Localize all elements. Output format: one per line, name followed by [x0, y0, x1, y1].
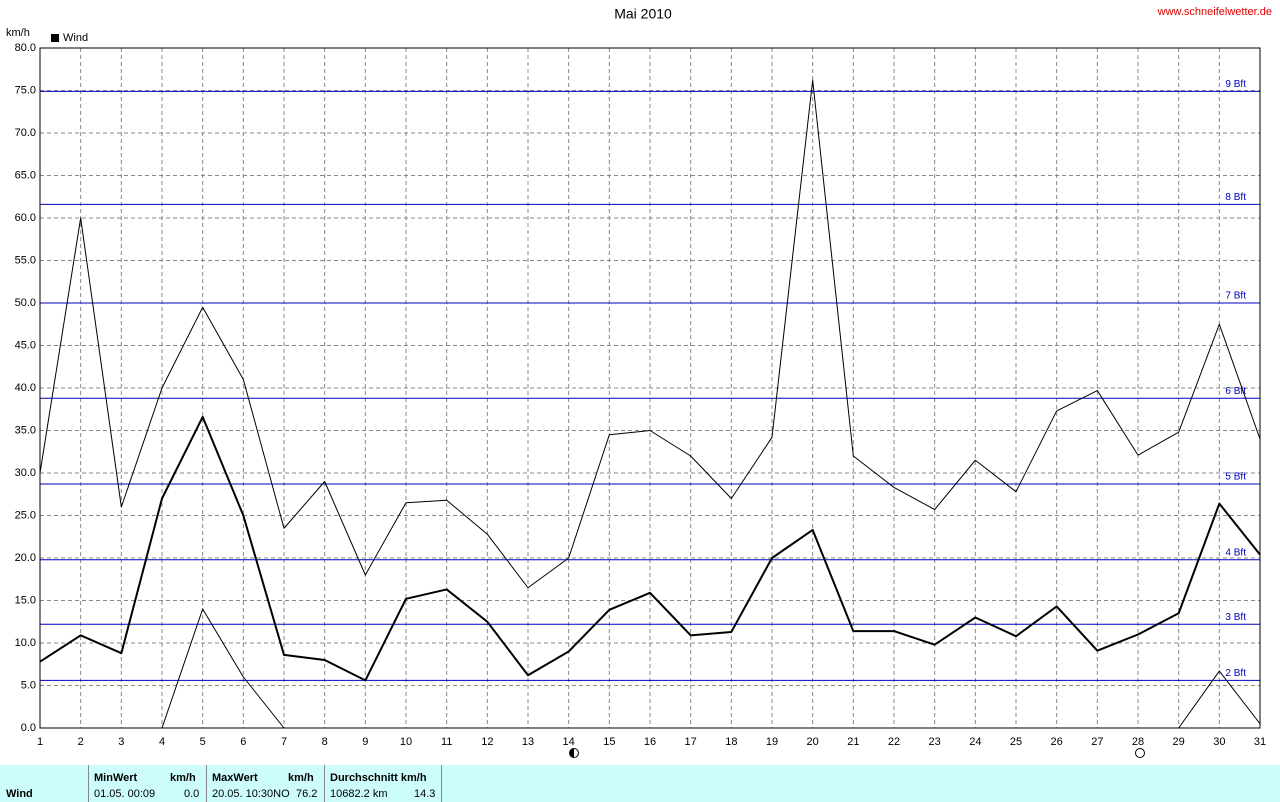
chart-title: Mai 2010	[614, 6, 672, 22]
reference-label: 6 Bft	[1225, 386, 1246, 397]
separator	[324, 765, 325, 802]
y-tick-label: 30.0	[15, 467, 36, 479]
time: 01.05. 00:09	[94, 788, 156, 800]
x-tick-label: 24	[969, 736, 981, 748]
moon-full	[1135, 748, 1145, 758]
row-label: Wind	[6, 788, 33, 800]
y-tick-label: 80.0	[15, 42, 36, 54]
x-tick-label: 14	[563, 736, 575, 748]
distance: 10682.2 km	[330, 788, 388, 800]
moon-half-fill	[569, 748, 574, 758]
x-tick-label: 1	[37, 736, 43, 748]
value: 14.3	[414, 788, 436, 800]
y-tick-label: 5.0	[21, 679, 36, 691]
x-tick-label: 5	[200, 736, 206, 748]
x-tick-label: 10	[400, 736, 412, 748]
x-tick-label: 3	[118, 736, 124, 748]
y-tick-label: 70.0	[15, 127, 36, 139]
reference-label: 3 Bft	[1225, 612, 1246, 623]
x-tick-label: 25	[1010, 736, 1022, 748]
y-tick-label: 15.0	[15, 594, 36, 606]
time: 20.05. 10:30NO	[212, 788, 290, 800]
x-tick-label: 27	[1091, 736, 1103, 748]
x-tick-label: 19	[766, 736, 778, 748]
separator	[206, 765, 207, 802]
data-line	[39, 79, 1261, 589]
legend-label: Wind	[63, 32, 88, 44]
y-axis-label: km/h	[6, 27, 30, 39]
x-tick-label: 7	[281, 736, 287, 748]
reference-label: 7 Bft	[1225, 291, 1246, 302]
x-tick-label: 4	[159, 736, 165, 748]
plot-frame	[39, 47, 1261, 729]
x-tick-label: 28	[1132, 736, 1144, 748]
x-tick-label: 15	[603, 736, 615, 748]
unit: km/h	[288, 772, 314, 784]
separator	[441, 765, 442, 802]
x-tick-label: 30	[1213, 736, 1225, 748]
reference-label: 9 Bft	[1225, 79, 1246, 90]
chart: Mai 2010 www.schneifelwetter.de km/h Win…	[6, 6, 1272, 758]
unit: km/h	[170, 772, 196, 784]
source: www.schneifelwetter.de	[1157, 6, 1272, 18]
reference-label: 4 Bft	[1225, 547, 1246, 558]
y-tick-label: 45.0	[15, 339, 36, 351]
y-tick-label: 40.0	[15, 382, 36, 394]
legend-swatch	[51, 34, 59, 42]
header: MinWert	[94, 772, 138, 784]
summary-table: Wind MinWert km/h 01.05. 00:09 0.0 MaxWe…	[0, 765, 1280, 802]
x-tick-label: 8	[322, 736, 328, 748]
header: MaxWert	[212, 772, 258, 784]
x-tick-label: 23	[929, 736, 941, 748]
x-tick-label: 26	[1051, 736, 1063, 748]
y-tick-label: 35.0	[15, 424, 36, 436]
header: Durchschnitt km/h	[330, 772, 427, 784]
x-tick-label: 31	[1254, 736, 1266, 748]
reference-label: 5 Bft	[1225, 472, 1246, 483]
y-tick-label: 55.0	[15, 254, 36, 266]
x-tick-label: 13	[522, 736, 534, 748]
y-tick-label: 60.0	[15, 212, 36, 224]
x-tick-label: 29	[1173, 736, 1185, 748]
y-tick-label: 20.0	[15, 552, 36, 564]
value: 76.2	[296, 788, 318, 800]
y-tick-label: 25.0	[15, 509, 36, 521]
separator	[88, 765, 89, 802]
x-tick-label: 12	[481, 736, 493, 748]
x-tick-label: 11	[441, 736, 452, 748]
x-tick-label: 6	[240, 736, 246, 748]
y-tick-label: 0.0	[21, 722, 36, 734]
x-tick-label: 16	[644, 736, 656, 748]
value: 0.0	[184, 788, 200, 800]
y-tick-label: 10.0	[15, 637, 36, 649]
x-tick-label: 2	[78, 736, 84, 748]
x-tick-label: 20	[807, 736, 819, 748]
x-tick-label: 18	[725, 736, 737, 748]
reference-label: 8 Bft	[1225, 192, 1246, 203]
y-tick-label: 65.0	[15, 169, 36, 181]
data-line	[39, 415, 1261, 682]
x-tick-label: 21	[847, 736, 859, 748]
x-tick-label: 17	[685, 736, 697, 748]
y-tick-label: 75.0	[15, 84, 36, 96]
data-line	[161, 608, 1261, 729]
y-tick-label: 50.0	[15, 297, 36, 309]
reference-label: 2 Bft	[1225, 668, 1246, 679]
x-tick-label: 22	[888, 736, 900, 748]
x-tick-label: 9	[362, 736, 368, 748]
